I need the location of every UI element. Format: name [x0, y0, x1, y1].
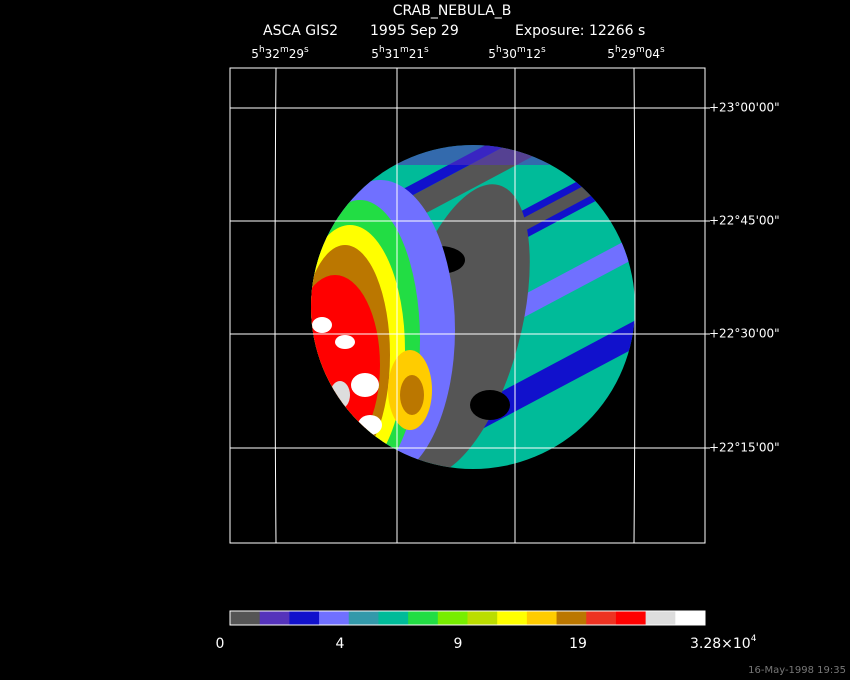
timestamp: 16-May-1998 19:35: [748, 665, 846, 676]
exposure: Exposure: 12266 s: [515, 23, 645, 39]
colorbar-label: 0: [216, 636, 225, 652]
ra-unit: h: [379, 45, 385, 55]
ra-label: 5h32m29s: [251, 45, 309, 61]
ra-unit: h: [259, 45, 265, 55]
colorbar-swatch: [230, 611, 261, 625]
ra-unit: s: [660, 45, 665, 55]
coordinate-grid: [229, 67, 706, 544]
instrument: ASCA GIS2: [263, 23, 338, 39]
dec-label: +22°30'00": [709, 327, 780, 341]
colorbar-frame: [229, 610, 706, 626]
colorbar-label: 9: [454, 636, 463, 652]
colorbar-swatch: [497, 611, 528, 625]
colorbar-swatch: [645, 611, 676, 625]
ra-value: 29: [289, 47, 304, 61]
dec-label: +22°15'00": [709, 441, 780, 455]
colorbar-swatch: [586, 611, 617, 625]
ra-value: 31: [385, 47, 400, 61]
ra-value: 29: [621, 47, 636, 61]
colorbar-label: 19: [569, 636, 587, 652]
ra-unit: s: [541, 45, 546, 55]
title: CRAB_NEBULA_B: [393, 3, 512, 19]
ra-label: 5h29m04s: [607, 45, 665, 61]
ra-value: 5: [488, 47, 496, 61]
date: 1995 Sep 29: [370, 23, 459, 39]
colorbar-swatch: [289, 611, 320, 625]
colorbar-max-exponent: 4: [751, 634, 757, 644]
ra-unit: h: [615, 45, 621, 55]
colorbar-label: 4: [336, 636, 345, 652]
ra-label: 5h30m12s: [488, 45, 546, 61]
ra-unit: s: [304, 45, 309, 55]
colorbar-max-mantissa: 3.28×10: [690, 636, 751, 652]
ra-value: 5: [607, 47, 615, 61]
colorbar-swatch: [348, 611, 379, 625]
ra-unit: h: [496, 45, 502, 55]
ra-unit: m: [400, 45, 409, 55]
colorbar-swatch: [319, 611, 350, 625]
colorbar-swatch: [467, 611, 498, 625]
ra-value: 32: [265, 47, 280, 61]
ra-unit: m: [517, 45, 526, 55]
ra-value: 04: [645, 47, 660, 61]
ra-value: 12: [526, 47, 541, 61]
ra-value: 5: [371, 47, 379, 61]
ra-unit: s: [424, 45, 429, 55]
image: [311, 145, 635, 469]
colorbar-swatch: [556, 611, 587, 625]
ra-unit: m: [636, 45, 645, 55]
ra-value: 21: [409, 47, 424, 61]
dec-label: +22°45'00": [709, 214, 780, 228]
dec-label: +23°00'00": [709, 101, 780, 115]
ra-unit: m: [280, 45, 289, 55]
ra-label: 5h31m21s: [371, 45, 429, 61]
colorbar-swatch: [378, 611, 409, 625]
colorbar-swatch: [615, 611, 647, 625]
colorbar-swatch: [526, 611, 558, 625]
colorbar-swatch: [437, 611, 468, 625]
colorbar-swatch: [675, 611, 706, 625]
colorbar-swatch: [259, 611, 290, 625]
ra-value: 30: [502, 47, 517, 61]
colorbar-swatch: [408, 611, 439, 625]
colorbar-max-label: 3.28×104: [690, 634, 757, 653]
ra-value: 5: [251, 47, 259, 61]
